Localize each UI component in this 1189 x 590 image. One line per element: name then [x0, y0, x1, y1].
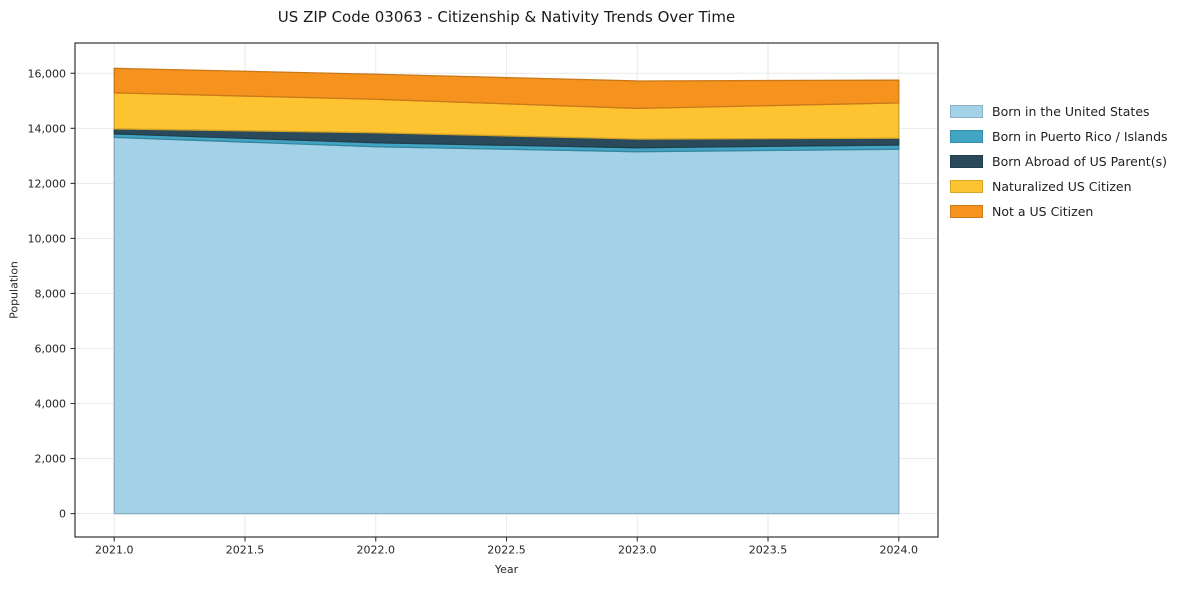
legend-swatch — [950, 155, 983, 168]
legend-item: Naturalized US Citizen — [950, 179, 1168, 194]
legend-item: Not a US Citizen — [950, 204, 1168, 219]
area-born-in-the-united-states — [113, 136, 900, 515]
legend-swatch — [950, 130, 983, 143]
legend-item: Born Abroad of US Parent(s) — [950, 154, 1168, 169]
y-tick-label: 4,000 — [35, 398, 67, 411]
legend-swatch — [950, 105, 983, 118]
y-tick-label: 14,000 — [28, 122, 67, 135]
x-tick-label: 2021.5 — [226, 544, 265, 557]
y-tick-label: 2,000 — [35, 453, 67, 466]
legend-label: Born in Puerto Rico / Islands — [992, 129, 1168, 144]
legend-swatch — [950, 180, 983, 193]
chart-title: US ZIP Code 03063 - Citizenship & Nativi… — [277, 8, 736, 26]
legend-item: Born in the United States — [950, 104, 1168, 119]
x-tick-label: 2023.0 — [618, 544, 657, 557]
y-tick-label: 6,000 — [35, 342, 67, 355]
x-axis-label: Year — [494, 563, 519, 576]
legend-label: Naturalized US Citizen — [992, 179, 1132, 194]
legend-label: Born Abroad of US Parent(s) — [992, 154, 1167, 169]
x-tick-label: 2023.5 — [749, 544, 788, 557]
x-tick-label: 2022.0 — [356, 544, 395, 557]
x-tick-label: 2024.0 — [880, 544, 919, 557]
y-tick-label: 10,000 — [28, 232, 67, 245]
x-tick-label: 2021.0 — [95, 544, 134, 557]
chart-legend: Born in the United States Born in Puerto … — [950, 104, 1168, 219]
y-tick-label: 16,000 — [28, 67, 67, 80]
legend-label: Not a US Citizen — [992, 204, 1094, 219]
y-tick-label: 0 — [59, 508, 66, 521]
x-tick-label: 2022.5 — [487, 544, 526, 557]
legend-swatch — [950, 205, 983, 218]
y-tick-label: 8,000 — [35, 287, 67, 300]
legend-label: Born in the United States — [992, 104, 1150, 119]
legend-item: Born in Puerto Rico / Islands — [950, 129, 1168, 144]
y-axis-label: Population — [7, 261, 21, 319]
area-not-a-us-citizen — [113, 67, 900, 110]
y-tick-label: 12,000 — [28, 177, 67, 190]
